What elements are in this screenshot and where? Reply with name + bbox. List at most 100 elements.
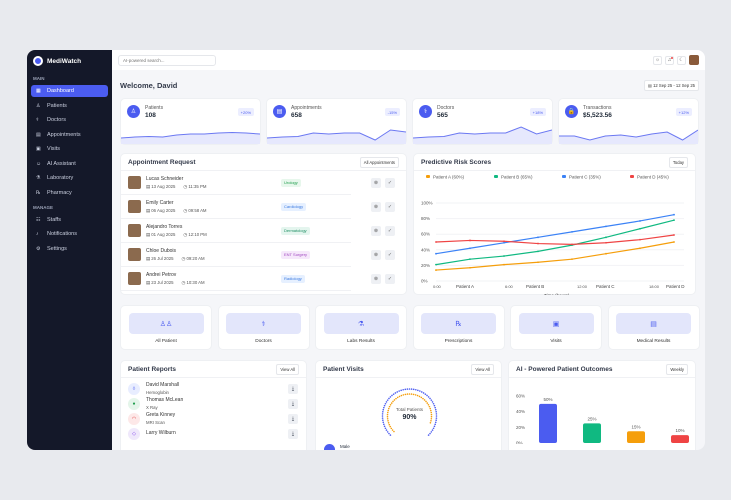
sidebar-item-pharmacy[interactable]: ℞ Pharmacy xyxy=(31,187,108,199)
date-range-button[interactable]: ▤ 12 Sep 25 - 12 Sep 25 xyxy=(643,80,699,91)
gauge-dot xyxy=(387,421,390,424)
gauge-dot xyxy=(426,394,428,397)
gauge-dot xyxy=(424,393,427,395)
quick-action-medical-results[interactable]: ▤ Medical Results xyxy=(607,305,700,350)
quick-action-all-patient[interactable]: ♙♙ All Patient xyxy=(120,305,212,350)
gear-icon: ⚙ xyxy=(36,245,41,252)
accept-button[interactable]: ✓ xyxy=(385,273,395,284)
gauge-dot xyxy=(385,429,388,431)
legend-label: Patient D (45%) xyxy=(637,175,669,180)
doctor-icon: ⚕ xyxy=(226,313,301,334)
gauge-dot xyxy=(433,425,436,428)
gauge-label: Total Patients xyxy=(395,407,423,412)
decline-button[interactable]: ⊗ xyxy=(371,201,381,212)
data-point xyxy=(469,239,471,242)
sidebar-item-staffs[interactable]: ☷ Staffs xyxy=(31,214,108,226)
data-point xyxy=(605,241,607,244)
download-icon[interactable]: ⤓ xyxy=(288,383,298,394)
quick-action-label: Medical Results xyxy=(636,339,671,344)
decline-button[interactable]: ⊗ xyxy=(371,225,381,236)
gauge-dot xyxy=(431,401,434,403)
accept-button[interactable]: ✓ xyxy=(385,225,395,236)
view-all-reports-button[interactable]: View All xyxy=(276,363,299,375)
sidebar-item-settings[interactable]: ⚙ Settings xyxy=(31,243,108,255)
category-label: Patient A xyxy=(456,284,474,289)
today-button[interactable]: Today xyxy=(668,156,688,168)
data-point xyxy=(435,252,437,255)
gauge-dot xyxy=(435,410,437,413)
moon-icon[interactable]: ☾ xyxy=(677,55,686,65)
gauge-dot xyxy=(388,407,390,410)
all-appointments-button[interactable]: All Appointments xyxy=(359,156,399,168)
quick-action-doctors[interactable]: ⚕ Doctors xyxy=(217,305,310,350)
search-input[interactable] xyxy=(118,54,216,66)
visits-gauge xyxy=(381,388,438,436)
accept-button[interactable]: ✓ xyxy=(385,177,395,188)
download-icon[interactable]: ⤓ xyxy=(288,398,298,409)
patient-name: Greta Kinney xyxy=(146,412,176,418)
data-point xyxy=(605,225,607,228)
gauge-dot xyxy=(431,429,434,431)
data-point xyxy=(571,258,573,261)
data-point xyxy=(537,242,539,245)
report-type-icon: ◠ xyxy=(128,412,140,425)
section-manage: MANAGE xyxy=(33,204,53,210)
data-point xyxy=(435,241,437,243)
accept-button[interactable]: ✓ xyxy=(385,201,395,212)
staff-icon: ☷ xyxy=(36,216,41,223)
view-all-visits-button[interactable]: View All xyxy=(471,363,494,375)
sidebar-item-appointments[interactable]: ▤ Appointments xyxy=(31,129,108,141)
gauge-dot xyxy=(427,396,430,398)
patient-name: Emily Carter xyxy=(146,199,174,206)
decline-button[interactable]: ⊗ xyxy=(371,249,381,260)
decline-button[interactable]: ⊗ xyxy=(371,273,381,284)
calendar-icon: ▤ xyxy=(36,131,41,138)
x-axis-title: Time (hours) xyxy=(544,293,570,295)
patient-reports-card: Patient Reports View All ◊ David Marshall H… xyxy=(120,360,307,450)
sidebar-item-dashboard[interactable]: ▦ Dashboard xyxy=(31,85,108,97)
decline-button[interactable]: ⊗ xyxy=(371,177,381,188)
sidebar-item-visits[interactable]: ▣ Visits xyxy=(31,143,108,155)
weekly-button[interactable]: Weekly xyxy=(666,363,688,375)
gauge-dot xyxy=(398,395,401,398)
sidebar-item-ai-assistant[interactable]: ☺ AI Assistant xyxy=(31,158,108,170)
department-tag: ENT Surgery xyxy=(281,250,311,259)
sidebar-item-patients[interactable]: ♙ Patients xyxy=(31,100,108,112)
gauge-dot xyxy=(383,404,386,407)
settings-icon[interactable]: ☼ xyxy=(653,55,662,65)
gauge-dot xyxy=(429,397,431,400)
report-type-icon: ● xyxy=(128,397,140,410)
gauge-dot xyxy=(389,396,392,398)
stat-label: Patients xyxy=(145,105,164,111)
gauge-dot xyxy=(383,425,386,428)
sidebar-item-laboratory[interactable]: ⚗ Laboratory xyxy=(31,172,108,184)
series-line xyxy=(435,241,675,271)
avatar[interactable] xyxy=(689,55,699,65)
gauge-dot xyxy=(422,392,425,394)
quick-action-labs-results[interactable]: ⚗ Labs Results xyxy=(315,305,407,350)
sparkline-line xyxy=(413,126,552,139)
data-point xyxy=(503,240,505,243)
quick-action-label: All Patient xyxy=(155,339,177,344)
bell-icon[interactable]: ♫ xyxy=(665,55,674,65)
data-point xyxy=(673,213,675,216)
appointment-date: 01 Aug 2025 xyxy=(151,231,176,237)
download-icon[interactable]: ⤓ xyxy=(288,413,298,424)
download-icon[interactable]: ⤓ xyxy=(288,428,298,439)
gauge-dot xyxy=(430,413,433,416)
stat-badge: +18% xyxy=(529,108,546,116)
patient-visits-card: Patient Visits View All Total Patients 90… xyxy=(315,360,502,450)
department-tag: Cardiology xyxy=(281,202,307,211)
quick-action-prescriptions[interactable]: ℞ Prescriptions xyxy=(412,305,505,350)
accept-button[interactable]: ✓ xyxy=(385,249,395,260)
quick-action-visits[interactable]: ▣ Visits xyxy=(510,305,602,350)
data-point xyxy=(469,247,471,250)
report-row: ◇ Larry Wilburn ⤓ xyxy=(121,426,306,441)
sidebar-item-doctors[interactable]: ⚕ Doctors xyxy=(31,114,108,126)
gauge-dot xyxy=(386,411,389,414)
sidebar-item-label: Doctors xyxy=(47,117,66,123)
gauge-dot xyxy=(408,388,411,390)
stat-badge: +20% xyxy=(237,108,254,116)
department-tag: Urology xyxy=(281,178,301,187)
sidebar-item-notifications[interactable]: ♪ Notifications xyxy=(31,228,108,240)
